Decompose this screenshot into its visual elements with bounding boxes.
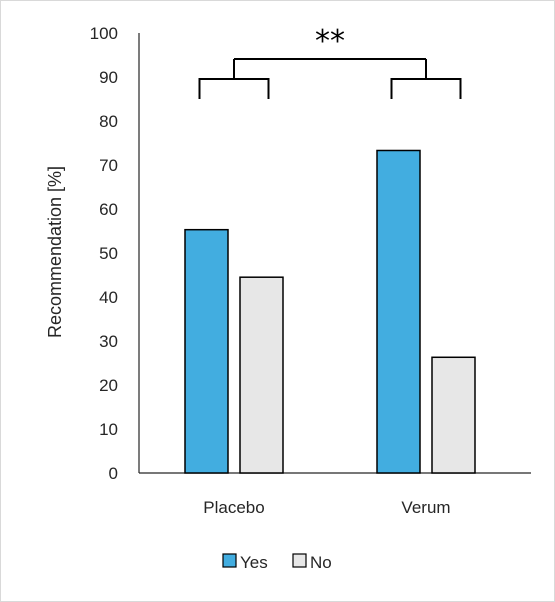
y-tick-label: 20 bbox=[99, 376, 118, 395]
y-tick-label: 10 bbox=[99, 420, 118, 439]
y-tick-label: 30 bbox=[99, 332, 118, 351]
significance-label: ** bbox=[315, 24, 345, 59]
y-tick-label: 0 bbox=[109, 464, 118, 483]
bar-no-verum bbox=[431, 356, 476, 474]
legend-swatch-no bbox=[292, 553, 307, 568]
legend-label-no: No bbox=[310, 553, 332, 572]
significance-brackets bbox=[198, 58, 462, 99]
x-tick-label-verum: Verum bbox=[401, 498, 450, 517]
group-bracket-placebo bbox=[198, 59, 270, 99]
y-tick-label: 50 bbox=[99, 244, 118, 263]
y-tick-label: 60 bbox=[99, 200, 118, 219]
y-tick-label: 90 bbox=[99, 68, 118, 87]
legend-label-yes: Yes bbox=[240, 553, 268, 572]
bar-yes-verum bbox=[376, 149, 421, 474]
y-tick-label: 70 bbox=[99, 156, 118, 175]
legend: Yes No bbox=[222, 553, 332, 572]
bars bbox=[184, 149, 476, 474]
y-axis-label: Recommendation [%] bbox=[45, 166, 65, 338]
y-tick-label: 80 bbox=[99, 112, 118, 131]
legend-swatch-yes bbox=[222, 553, 237, 568]
y-tick-label: 100 bbox=[90, 24, 118, 43]
bar-no-placebo bbox=[239, 276, 284, 474]
bar-yes-placebo bbox=[184, 228, 229, 474]
category-labels: Placebo Verum bbox=[203, 498, 450, 517]
group-bracket-verum bbox=[390, 59, 462, 99]
x-tick-label-placebo: Placebo bbox=[203, 498, 264, 517]
y-axis-ticks: 0 10 20 30 40 50 60 70 80 90 100 bbox=[90, 24, 118, 483]
y-tick-label: 40 bbox=[99, 288, 118, 307]
